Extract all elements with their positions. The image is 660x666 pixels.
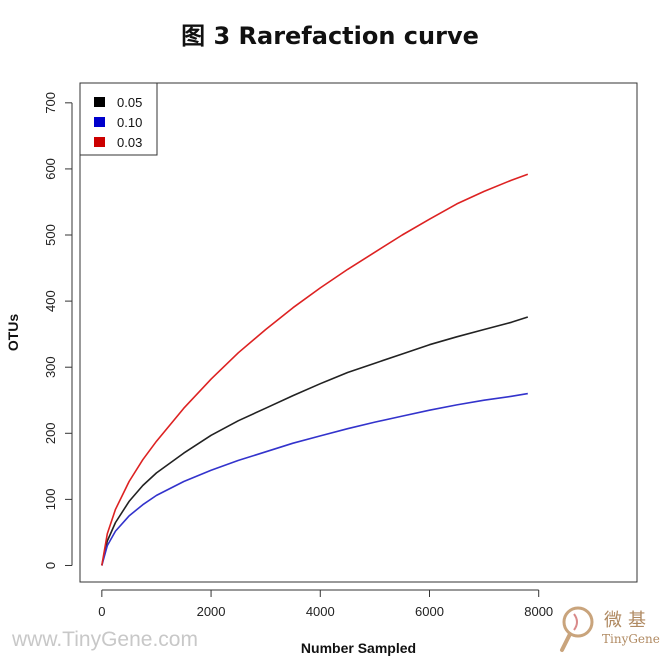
tinygene-logo [560,606,594,652]
page-title: 图 3 Rarefaction curve [181,22,479,50]
legend-swatch-0.03 [94,137,105,147]
series-line-0.05 [101,316,529,566]
series-line-0.03 [101,173,529,566]
x-tick-label: 0 [98,604,105,619]
y-axis: 0 100 200 300 400 500 600 700 [43,92,73,569]
y-tick-label: 100 [43,489,58,511]
y-tick-label: 200 [43,422,58,444]
legend-label-0.05: 0.05 [117,95,142,110]
legend-box [79,82,158,156]
series-line-0.10 [101,392,528,566]
x-tick-label: 6000 [415,604,444,619]
logo-english-text: TinyGene [602,632,660,646]
logo-chinese-text: 微基 [604,610,652,631]
x-tick-label: 4000 [306,604,335,619]
legend-swatch-0.05 [94,97,105,107]
legend: 0.05 0.10 0.03 [79,82,158,156]
x-axis: 0 2000 4000 6000 8000 [98,589,553,619]
watermark-text: www.TinyGene.com [12,628,198,651]
x-axis-title: Number Sampled [301,640,416,656]
y-tick-label: 0 [43,562,58,569]
y-axis-title: OTUs [5,314,21,352]
legend-label-0.10: 0.10 [117,115,142,130]
legend-label-0.03: 0.03 [117,135,142,150]
x-tick-label: 8000 [524,604,553,619]
y-tick-label: 400 [43,290,58,312]
legend-swatch-0.10 [94,117,105,127]
x-tick-label: 2000 [197,604,226,619]
plot-frame [79,82,638,583]
y-tick-label: 600 [43,158,58,180]
magnifier-icon [560,606,594,652]
y-tick-label: 700 [43,92,58,114]
y-tick-label: 500 [43,224,58,246]
series-layer [101,173,529,566]
y-tick-label: 300 [43,356,58,378]
